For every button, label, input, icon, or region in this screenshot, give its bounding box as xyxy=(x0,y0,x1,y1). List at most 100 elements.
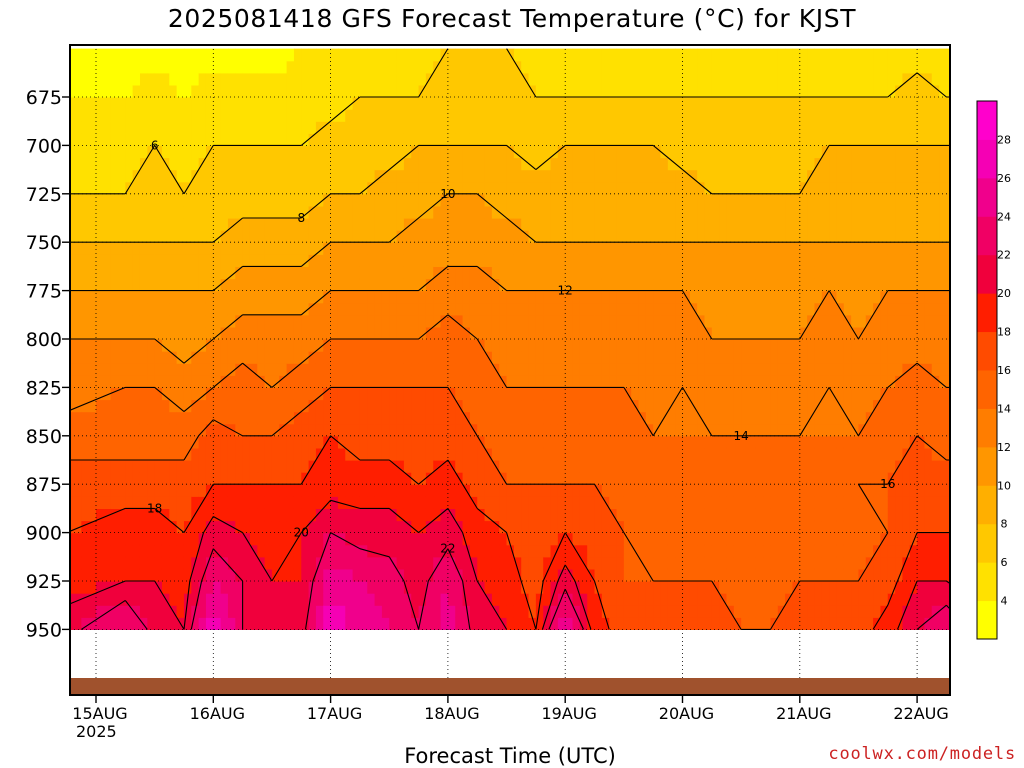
temperature-cell xyxy=(631,460,640,473)
temperature-cell xyxy=(579,48,588,62)
temperature-cell xyxy=(286,133,295,146)
temperature-cell xyxy=(616,169,625,183)
temperature-cell xyxy=(755,121,764,134)
temperature-cell xyxy=(557,242,566,255)
temperature-cell xyxy=(763,423,772,437)
temperature-cell xyxy=(836,581,845,594)
temperature-cell xyxy=(154,169,163,183)
temperature-cell xyxy=(205,181,214,195)
temperature-cell xyxy=(829,242,838,255)
temperature-cell xyxy=(257,145,266,159)
temperature-cell xyxy=(396,351,405,364)
temperature-cell xyxy=(697,109,706,122)
temperature-cell xyxy=(301,435,310,449)
temperature-cell xyxy=(337,181,346,195)
temperature-cell xyxy=(264,399,273,413)
temperature-cell xyxy=(601,339,610,352)
temperature-cell xyxy=(645,339,654,352)
temperature-cell xyxy=(198,218,207,231)
temperature-cell xyxy=(785,84,794,98)
temperature-cell xyxy=(293,593,302,606)
temperature-cell xyxy=(242,581,251,594)
temperature-cell xyxy=(271,302,280,316)
temperature-cell xyxy=(528,145,537,159)
temperature-cell xyxy=(213,363,222,376)
temperature-cell xyxy=(381,48,390,62)
temperature-cell xyxy=(154,109,163,122)
temperature-cell xyxy=(785,205,794,219)
temperature-cell xyxy=(359,435,368,449)
temperature-cell xyxy=(359,460,368,473)
temperature-cell xyxy=(337,302,346,316)
temperature-cell xyxy=(286,581,295,594)
temperature-cell xyxy=(499,435,508,449)
temperature-cell xyxy=(330,520,339,534)
temperature-cell xyxy=(154,121,163,134)
temperature-cell xyxy=(821,484,830,497)
temperature-cell xyxy=(550,145,559,159)
temperature-cell xyxy=(330,254,339,267)
temperature-cell xyxy=(81,387,97,401)
temperature-cell xyxy=(565,581,574,594)
temperature-cell xyxy=(418,121,427,134)
temperature-cell xyxy=(675,72,684,86)
temperature-cell xyxy=(279,218,288,231)
temperature-cell xyxy=(403,157,412,171)
temperature-cell xyxy=(792,230,801,243)
temperature-cell xyxy=(161,399,170,413)
temperature-cell xyxy=(308,544,317,558)
temperature-cell xyxy=(205,423,214,437)
temperature-cell xyxy=(689,339,698,352)
temperature-cell xyxy=(807,593,816,606)
temperature-cell xyxy=(286,484,295,497)
temperature-cell xyxy=(653,169,662,183)
temperature-cell xyxy=(345,72,354,86)
temperature-cell xyxy=(550,496,559,509)
temperature-cell xyxy=(697,169,706,183)
temperature-cell xyxy=(389,532,398,546)
temperature-cell xyxy=(367,133,376,146)
temperature-cell xyxy=(213,218,222,231)
temperature-cell xyxy=(557,411,566,425)
temperature-cell xyxy=(645,133,654,146)
temperature-cell xyxy=(799,205,808,219)
temperature-cell xyxy=(367,375,376,388)
temperature-cell xyxy=(543,399,552,413)
temperature-cell xyxy=(851,266,860,280)
temperature-cell xyxy=(623,193,632,207)
temperature-cell xyxy=(704,314,713,328)
temperature-cell xyxy=(198,290,207,304)
temperature-cell xyxy=(110,339,126,352)
temperature-cell xyxy=(821,84,830,98)
temperature-cell xyxy=(396,544,405,558)
temperature-cell xyxy=(851,484,860,497)
temperature-cell xyxy=(587,242,596,255)
temperature-cell xyxy=(851,363,860,376)
temperature-cell xyxy=(557,568,566,582)
temperature-cell xyxy=(499,121,508,134)
temperature-cell xyxy=(139,278,148,292)
temperature-cell xyxy=(110,351,126,364)
temperature-cell xyxy=(755,581,764,594)
temperature-cell xyxy=(719,278,728,292)
temperature-cell xyxy=(359,568,368,582)
temperature-cell xyxy=(660,242,669,255)
temperature-cell xyxy=(733,278,742,292)
temperature-cell xyxy=(301,617,310,630)
temperature-cell xyxy=(543,72,552,86)
temperature-cell xyxy=(330,605,339,618)
temperature-cell xyxy=(594,181,603,195)
temperature-cell xyxy=(183,254,192,267)
temperature-cell xyxy=(425,617,434,630)
temperature-cell xyxy=(689,109,698,122)
temperature-cell xyxy=(638,351,647,364)
temperature-cell xyxy=(125,193,134,207)
temperature-cell xyxy=(616,447,625,461)
temperature-cell xyxy=(396,145,405,159)
temperature-cell xyxy=(829,593,838,606)
temperature-cell xyxy=(279,242,288,255)
temperature-cell xyxy=(682,532,691,546)
temperature-cell xyxy=(161,133,170,146)
temperature-cell xyxy=(205,254,214,267)
temperature-cell xyxy=(183,72,192,86)
